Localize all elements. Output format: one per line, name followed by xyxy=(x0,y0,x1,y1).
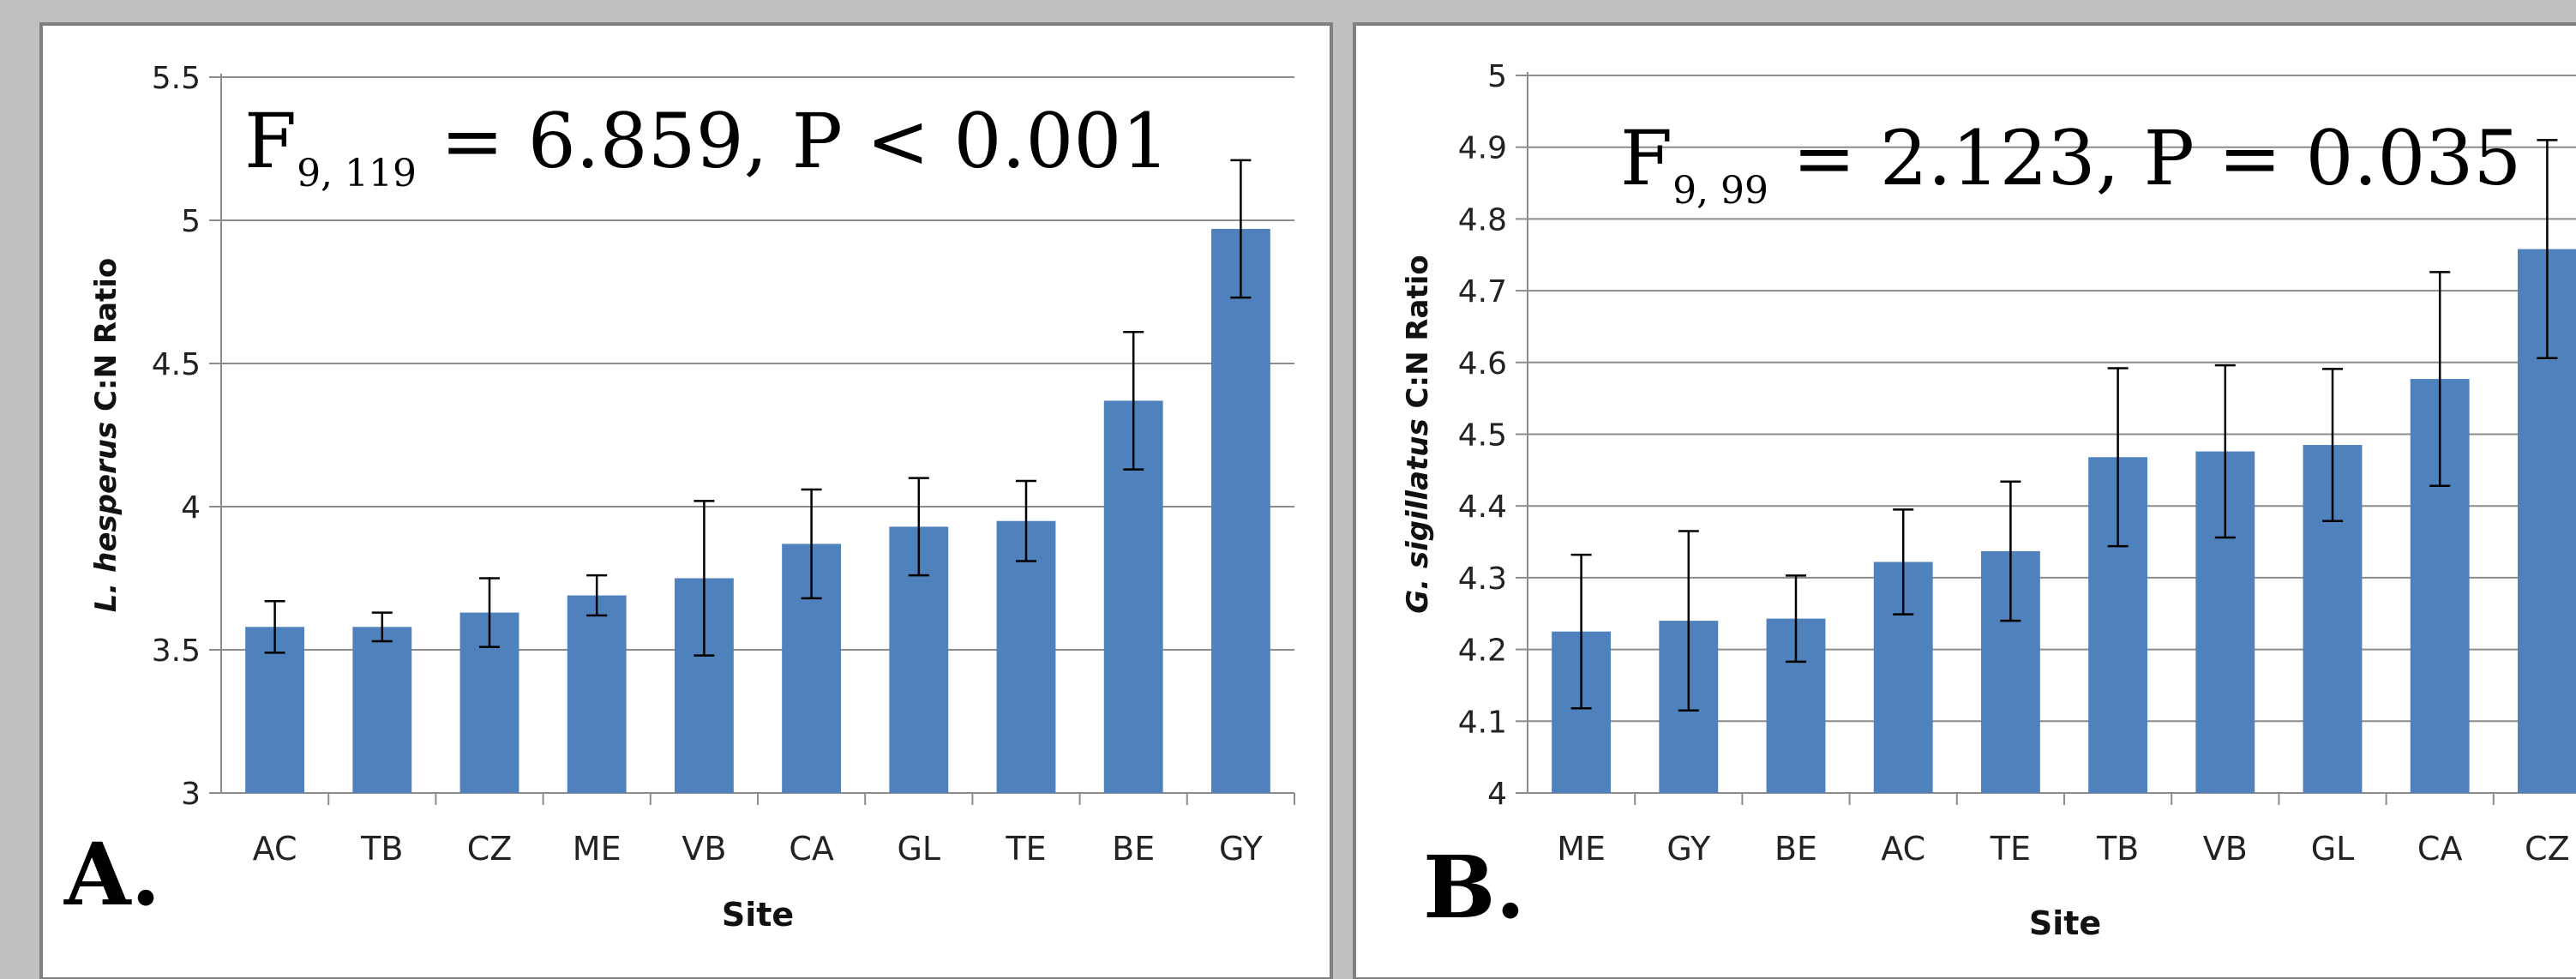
x-tick-label: VB xyxy=(682,830,726,868)
y-tick-label: 4.5 xyxy=(1458,418,1507,453)
y-axis-title-measure: C:N Ratio xyxy=(89,258,123,422)
y-tick-label: 4.4 xyxy=(1458,490,1507,525)
chart-frame xyxy=(1353,22,2576,979)
x-tick-label: TE xyxy=(1990,830,2031,868)
stat-letter: F xyxy=(1620,114,1672,202)
x-tick-label: GY xyxy=(1219,830,1264,868)
x-tick-label: CA xyxy=(789,830,834,868)
x-tick-label: GY xyxy=(1666,830,1711,868)
x-tick-label: BE xyxy=(1774,830,1817,868)
y-tick-label: 4.9 xyxy=(1458,131,1507,166)
x-tick-label: GL xyxy=(897,830,940,868)
x-tick-label: CZ xyxy=(467,830,513,868)
y-axis-title-species: L. hesperus xyxy=(89,422,123,613)
y-tick-label: 5 xyxy=(1487,59,1507,94)
x-tick-label: TB xyxy=(360,830,403,868)
y-tick-label: 4.5 xyxy=(152,347,201,382)
x-axis-title: Site xyxy=(2029,904,2101,942)
stat-subscript: 9, 119 xyxy=(297,152,417,195)
y-tick-label: 4 xyxy=(1487,777,1507,812)
y-tick-label: 5.5 xyxy=(152,61,201,96)
stat-letter: F xyxy=(244,97,297,185)
y-axis-title-measure: C:N Ratio xyxy=(1401,255,1435,418)
y-tick-label: 4 xyxy=(181,490,201,526)
bar-tb xyxy=(352,627,412,793)
x-tick-label: AC xyxy=(253,830,297,868)
chart-panel-b: 4 4.1 4.2 4.3 4.4 4.5 4.6 4.7 4.8 4.9 5 ME GY BE AC TE T… xyxy=(1353,22,2576,979)
bar-te xyxy=(996,520,1056,793)
x-tick-label: ME xyxy=(573,830,621,868)
y-tick-label: 4.3 xyxy=(1458,562,1507,597)
y-tick-label: 5 xyxy=(181,204,201,239)
stat-result: = 2.123, P = 0.035 xyxy=(1768,114,2521,202)
y-axis-title: L. hesperus C:N Ratio xyxy=(89,258,123,613)
x-tick-label: CZ xyxy=(2525,830,2570,868)
stat-result: = 6.859, P < 0.001 xyxy=(417,97,1169,185)
x-tick-label: CA xyxy=(2417,830,2463,868)
y-tick-label: 3.5 xyxy=(152,634,201,669)
y-tick-label: 3 xyxy=(181,777,201,812)
stat-subscript: 9, 99 xyxy=(1672,169,1768,213)
x-tick-label: AC xyxy=(1881,830,1925,868)
panel-label: A. xyxy=(63,824,160,925)
bar-me xyxy=(567,595,627,793)
y-tick-label: 4.7 xyxy=(1458,274,1507,309)
y-tick-label: 4.6 xyxy=(1458,346,1507,381)
panel-label: B. xyxy=(1423,837,1525,938)
x-tick-label: VB xyxy=(2203,830,2248,868)
x-axis-title: Site xyxy=(722,896,794,934)
bar-gy xyxy=(1210,229,1270,793)
y-axis-title-species: G. sigillatus xyxy=(1401,418,1435,614)
chart-panel-a: 3 3.5 4 4.5 5 5.5 AC TB CZ ME VB CA GL TE BE GY Site L. h… xyxy=(39,22,1333,979)
x-tick-label: BE xyxy=(1112,830,1155,868)
y-tick-label: 4.1 xyxy=(1458,705,1507,740)
bar-ac xyxy=(245,627,305,793)
x-tick-label: TB xyxy=(2096,830,2139,868)
x-tick-label: ME xyxy=(1557,830,1606,868)
y-tick-label: 4.2 xyxy=(1458,634,1507,669)
x-tick-label: TE xyxy=(1005,830,1046,868)
stat-annotation: F9, 99 = 2.123, P = 0.035 xyxy=(1620,114,2521,213)
y-tick-label: 4.8 xyxy=(1458,202,1507,237)
x-tick-label: GL xyxy=(2311,830,2355,868)
y-axis-title: G. sigillatus C:N Ratio xyxy=(1401,255,1435,614)
stat-annotation: F9, 119 = 6.859, P < 0.001 xyxy=(244,97,1169,195)
